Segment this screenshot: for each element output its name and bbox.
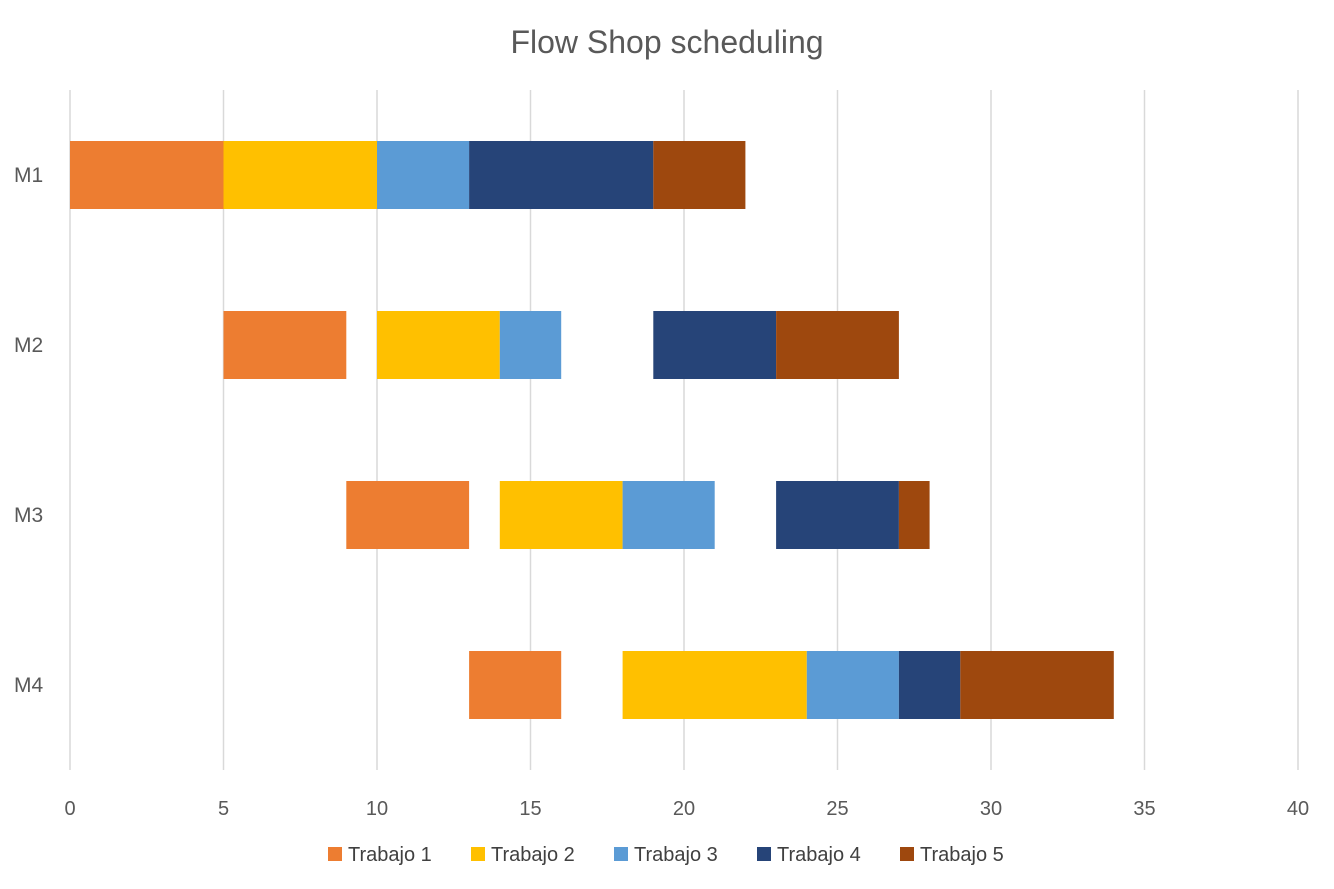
bar-segment (469, 651, 562, 719)
legend-swatch (614, 847, 628, 861)
x-tick-label: 35 (1133, 798, 1155, 820)
legend-label: Trabajo 4 (777, 844, 861, 866)
bar-segment (776, 311, 899, 379)
legend-label: Trabajo 5 (920, 844, 1004, 866)
y-category-label: M1 (14, 164, 43, 187)
x-tick-label: 20 (673, 798, 695, 820)
y-category-label: M2 (14, 334, 43, 357)
bar-segment (622, 651, 807, 719)
legend: Trabajo 1 Trabajo 2 Trabajo 3 Trabajo 4 Trab… (328, 844, 1004, 866)
legend-swatch (328, 847, 342, 861)
bar-segment (898, 481, 930, 549)
x-tick-label: 0 (64, 798, 75, 820)
legend-label: Trabajo 3 (634, 844, 718, 866)
bar-segment (622, 481, 715, 549)
y-category-label: M3 (14, 504, 43, 527)
bar-segment (499, 481, 623, 549)
x-tick-label: 10 (366, 798, 388, 820)
legend-swatch (757, 847, 771, 861)
legend-label: Trabajo 2 (491, 844, 575, 866)
bar-segment (223, 141, 377, 209)
bars (70, 141, 1114, 719)
bar-segment (806, 651, 899, 719)
x-tick-label: 5 (218, 798, 229, 820)
bar-segment (346, 481, 470, 549)
chart-title: Flow Shop scheduling (510, 24, 823, 60)
x-tick-label: 25 (826, 798, 848, 820)
bar-segment (653, 311, 777, 379)
bar-segment (70, 141, 224, 209)
bar-segment (898, 651, 961, 719)
bar-segment (499, 311, 562, 379)
legend-swatch (471, 847, 485, 861)
y-axis-categories: M1 M2 M3 M4 (14, 164, 43, 697)
bar-segment (653, 141, 746, 209)
bar-segment (377, 141, 470, 209)
bar-segment (776, 481, 899, 549)
bar-segment (223, 311, 347, 379)
x-tick-label: 40 (1287, 798, 1309, 820)
x-axis-ticks: 0 5 10 15 20 25 30 35 40 (64, 798, 1309, 820)
legend-label: Trabajo 1 (348, 844, 432, 866)
bar-segment (377, 311, 500, 379)
bar-segment (960, 651, 1114, 719)
y-category-label: M4 (14, 674, 43, 697)
x-tick-label: 15 (519, 798, 541, 820)
bar-segment (469, 141, 654, 209)
legend-swatch (900, 847, 914, 861)
x-tick-label: 30 (980, 798, 1002, 820)
